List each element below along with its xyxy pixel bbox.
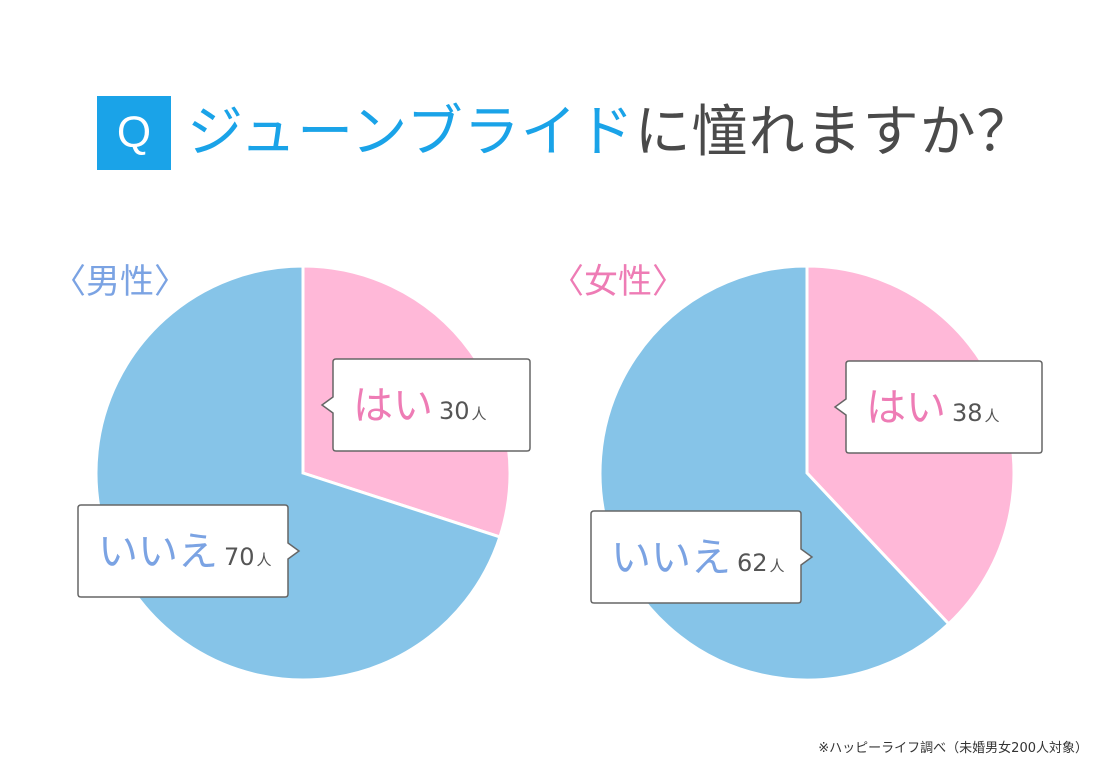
male-chart-title: 〈男性〉 xyxy=(52,262,188,302)
callout-label: いいえ 62 人 xyxy=(611,535,785,581)
title-text: ジューンブライドに憧れますか？ xyxy=(187,96,1034,170)
callout-box xyxy=(590,510,814,604)
footnote: ※ハッピーライフ調べ（未婚男女200人対象） xyxy=(818,741,1088,756)
title-highlight: ジューンブライド xyxy=(187,100,635,165)
male-callout-no: いいえ 70 人 xyxy=(77,504,301,598)
callout-label: はい 30 人 xyxy=(353,383,487,429)
callout-label: はい 38 人 xyxy=(866,385,1000,431)
callout-label: いいえ 70 人 xyxy=(98,529,272,575)
female-callout-no: いいえ 62 人 xyxy=(590,510,814,604)
male-callout-yes: はい 30 人 xyxy=(320,358,531,452)
title-rest: に憧れますか？ xyxy=(634,100,1034,165)
q-badge: Q xyxy=(97,96,171,170)
female-chart-title: 〈女性〉 xyxy=(550,262,686,302)
callout-box xyxy=(77,504,301,598)
question-title: Q ジューンブライドに憧れますか？ xyxy=(97,96,1034,170)
callout-box xyxy=(320,358,531,452)
female-callout-yes: はい 38 人 xyxy=(833,360,1043,454)
callout-box xyxy=(833,360,1043,454)
